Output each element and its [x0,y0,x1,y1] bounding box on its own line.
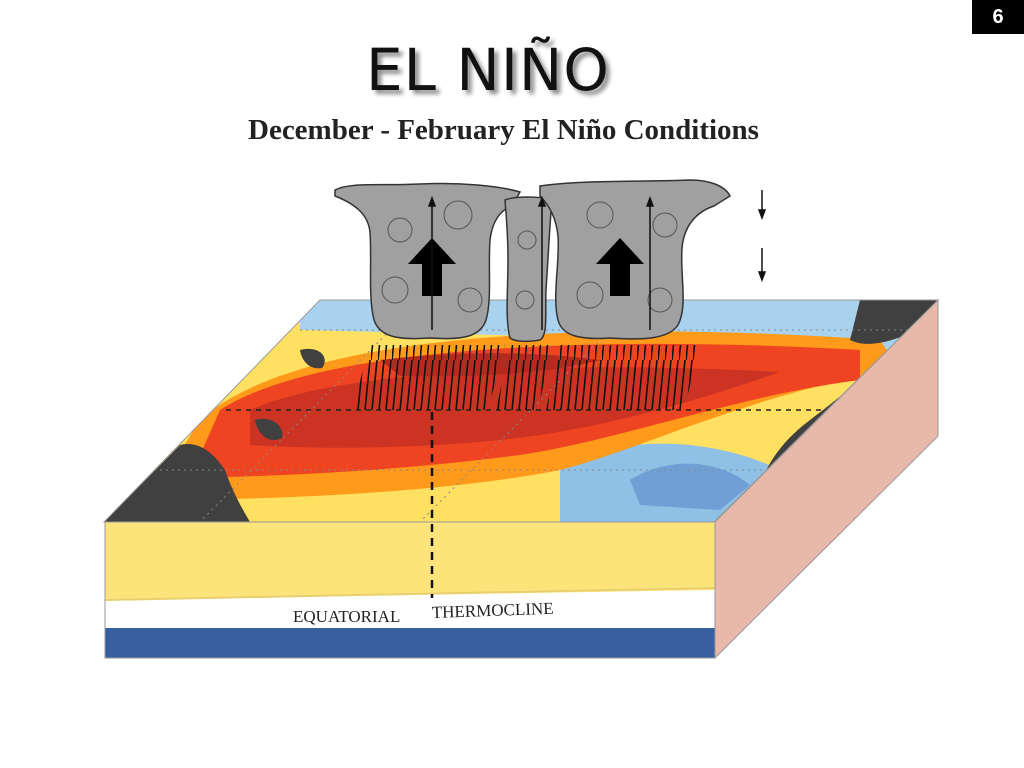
cloud-tower-center [504,196,553,343]
updraft-arrow-east [596,238,644,296]
slide-number-badge: 6 [972,0,1024,34]
thermocline-layer [105,590,715,628]
convection-clouds [334,179,731,343]
label-equatorial: EQUATORIAL [293,607,400,626]
small-motion-arrows [427,190,767,330]
slide-title: EL NIÑO [366,36,610,104]
warm-surface-layer [105,522,715,600]
slide-number: 6 [992,5,1004,28]
ocean-cross-section [104,521,716,659]
cold-deep-layer [105,628,715,658]
rainfall-hatching [352,345,700,410]
landmass-north-east [850,300,938,344]
diagram-subtitle: December - February El Niño Conditions [248,114,759,146]
label-thermocline: THERMOCLINE [431,599,553,622]
